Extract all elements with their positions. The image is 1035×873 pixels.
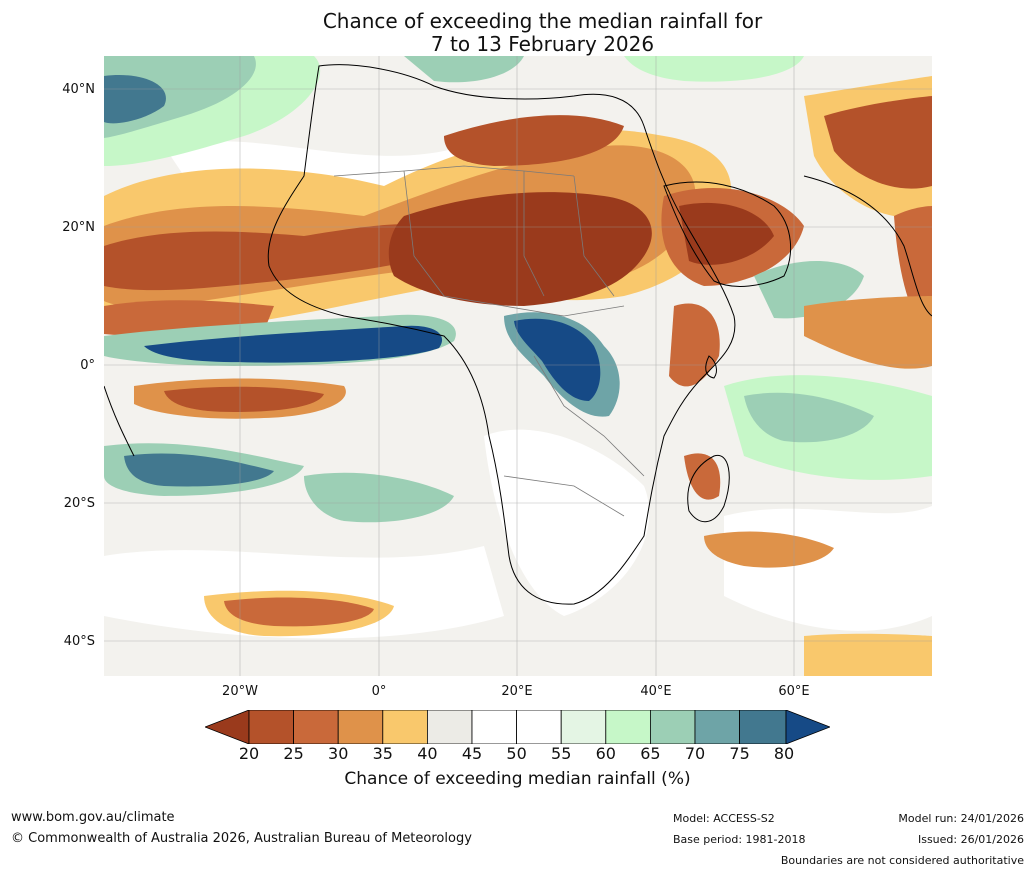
brown-mid-area <box>224 597 374 627</box>
colorbar-tick-label: 75 <box>729 744 750 763</box>
lon-label-40e: 40°E <box>640 684 672 699</box>
colorbar-segment <box>426 710 473 744</box>
colorbar-title: Chance of exceeding median rainfall (%) <box>344 769 691 789</box>
country-border <box>333 165 575 177</box>
country-border <box>533 355 645 477</box>
dark-blue-area <box>514 318 601 401</box>
colorbar <box>205 710 830 744</box>
colorbar-tick-label: 50 <box>506 744 527 763</box>
lat-label-20n: 20°N <box>62 220 95 235</box>
colorbar-segment <box>516 710 562 744</box>
colorbar-tick-label: 65 <box>640 744 661 763</box>
madagascar-coastline <box>687 454 730 523</box>
website-link[interactable]: www.bom.gov.au/climate <box>11 810 175 825</box>
model-run-date: Model run: 24/01/2026 <box>898 812 1024 825</box>
india-coastline <box>803 175 932 317</box>
green-area <box>624 56 804 82</box>
white-patch <box>484 429 650 616</box>
colorbar-tick-label: 60 <box>595 744 616 763</box>
colorbar-tick-label: 25 <box>283 744 304 763</box>
brown-mid-area <box>684 453 721 500</box>
graticule <box>104 56 932 676</box>
country-border <box>443 295 625 317</box>
colorbar-right-arrow <box>785 710 830 744</box>
coastlines <box>104 64 932 605</box>
map-title-line-2: 7 to 13 February 2026 <box>430 32 655 56</box>
country-borders <box>333 165 645 517</box>
lon-label-60e: 60°E <box>778 684 810 699</box>
issued-date: Issued: 26/01/2026 <box>917 833 1024 846</box>
colorbar-segment <box>560 710 607 744</box>
colorbar-tick-label: 40 <box>417 744 438 763</box>
lake-victoria-outline <box>705 355 717 379</box>
orange-dark-area <box>804 296 932 369</box>
teal-area <box>404 56 524 83</box>
lat-label-0: 0° <box>80 358 95 373</box>
brown-mid-area <box>669 303 720 387</box>
africa-coastline <box>267 64 736 605</box>
model-name: Model: ACCESS-S2 <box>673 812 775 825</box>
country-border <box>403 170 445 297</box>
colorbar-segment <box>739 710 787 744</box>
colorbar-segment <box>293 710 339 744</box>
colorbar-tick-label: 45 <box>461 744 483 763</box>
orange-area <box>804 633 932 676</box>
darkest-brown-area <box>388 192 652 306</box>
orange-dark-area <box>704 531 834 568</box>
country-border <box>573 175 615 297</box>
arabia-coastline <box>663 181 792 287</box>
colorbar-left-arrow <box>205 710 250 744</box>
colorbar-segment <box>382 710 428 744</box>
colorbar-tick-label: 70 <box>684 744 706 763</box>
teal-area <box>744 392 874 443</box>
colorbar-tick-label: 30 <box>328 744 349 763</box>
lon-label-0: 0° <box>371 684 387 699</box>
copyright-text: © Commonwealth of Australia 2026, Austra… <box>11 831 472 846</box>
brown-area <box>444 115 624 166</box>
dark-blue-area <box>144 325 443 363</box>
lon-label-20w: 20°W <box>222 684 258 699</box>
colorbar-segment <box>694 710 740 744</box>
colorbar-tick-label: 20 <box>238 744 260 763</box>
country-border <box>503 475 625 517</box>
colorbar-segment <box>649 710 696 744</box>
colorbar-segment <box>337 710 384 744</box>
boundaries-disclaimer: Boundaries are not considered authoritat… <box>780 854 1024 867</box>
brown-area <box>104 224 434 291</box>
map-svg <box>104 56 932 676</box>
south-america-coastline <box>104 385 135 457</box>
lon-label-20e: 20°E <box>501 684 533 699</box>
map-title-line-1: Chance of exceeding the median rainfall … <box>322 9 763 33</box>
colorbar-tick-label: 35 <box>372 744 393 763</box>
brown-area <box>824 96 932 189</box>
blue-area <box>124 453 274 487</box>
colorbar-segment <box>248 710 294 744</box>
lat-label-40s: 40°S <box>63 634 95 649</box>
colorbar-segment <box>471 710 517 744</box>
colorbar-tick-label: 80 <box>773 744 795 763</box>
brown-area <box>164 386 324 412</box>
lat-label-40n: 40°N <box>62 82 95 97</box>
country-border <box>523 171 545 297</box>
rainfall-probability-map <box>104 56 932 676</box>
lat-label-20s: 20°S <box>63 496 95 511</box>
darkest-brown-area <box>679 202 774 265</box>
blue-area <box>104 75 166 124</box>
colorbar-segment <box>605 710 651 744</box>
base-period: Base period: 1981-2018 <box>673 833 806 846</box>
colorbar-tick-label: 55 <box>551 744 572 763</box>
